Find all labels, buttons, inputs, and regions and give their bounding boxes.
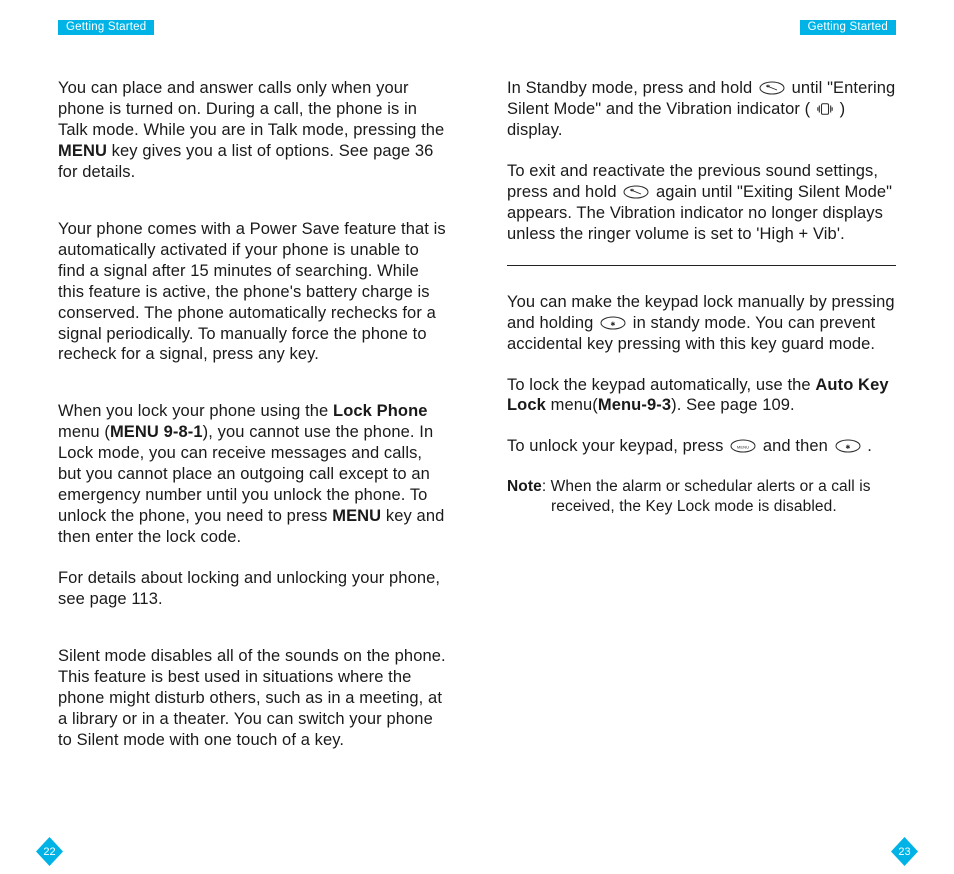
section-separator: [507, 265, 896, 266]
bold-text: MENU: [58, 142, 107, 160]
page-number-right: 23: [889, 836, 920, 867]
oval-key-star-icon: ✱: [600, 316, 626, 330]
body-paragraph: To lock the keypad automatically, use th…: [507, 375, 896, 417]
section-tab-left: Getting Started: [58, 20, 154, 35]
body-paragraph: In Standby mode, press and hold until "E…: [507, 78, 896, 141]
vibration-icon: [817, 102, 833, 116]
page-number-left: 22: [34, 836, 65, 867]
bold-text: Auto Key Lock: [507, 376, 889, 415]
right-page: Getting Started In Standby mode, press a…: [477, 0, 954, 874]
oval-key-icon: [623, 185, 649, 199]
body-paragraph: Your phone comes with a Power Save featu…: [58, 219, 447, 366]
left-content: You can place and answer calls only when…: [58, 78, 447, 751]
body-paragraph: To exit and reactivate the previous soun…: [507, 161, 896, 245]
body-paragraph: When you lock your phone using the Lock …: [58, 401, 447, 548]
left-page: Getting Started You can place and answer…: [0, 0, 477, 874]
page-spread: Getting Started You can place and answer…: [0, 0, 954, 874]
bold-text: MENU 9-8-1: [110, 423, 203, 441]
right-content: In Standby mode, press and hold until "E…: [507, 78, 896, 517]
body-paragraph: You can make the keypad lock manually by…: [507, 292, 896, 355]
bold-text: Menu-9-3: [598, 396, 671, 414]
section-tab-right: Getting Started: [800, 20, 896, 35]
note-text: : When the alarm or schedular alerts or …: [542, 478, 871, 515]
bold-text: MENU: [332, 507, 381, 525]
oval-key-star-icon: ✱: [835, 439, 861, 453]
body-paragraph: You can place and answer calls only when…: [58, 78, 447, 183]
oval-key-menu-icon: MENU: [730, 439, 756, 453]
note-block: Note: When the alarm or schedular alerts…: [507, 477, 896, 516]
body-paragraph: To unlock your keypad, press MENU and th…: [507, 436, 896, 457]
oval-key-icon: [759, 81, 785, 95]
svg-text:✱: ✱: [611, 321, 616, 328]
bold-text: Lock Phone: [333, 402, 428, 420]
note-label: Note: [507, 478, 542, 495]
svg-text:MENU: MENU: [737, 445, 749, 450]
body-paragraph: For details about locking and unlocking …: [58, 568, 447, 610]
svg-text:✱: ✱: [845, 444, 850, 451]
body-paragraph: Silent mode disables all of the sounds o…: [58, 646, 447, 751]
